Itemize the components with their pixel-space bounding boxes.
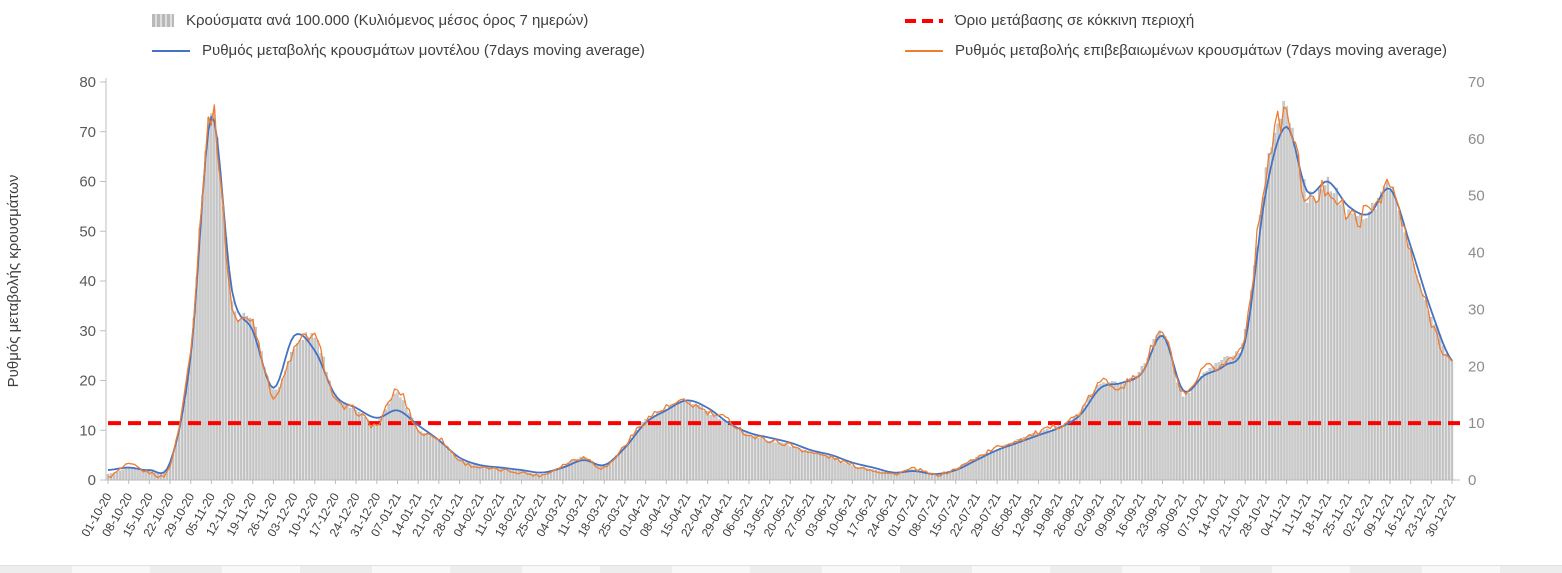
svg-text:10: 10 <box>1468 415 1485 432</box>
svg-text:60: 60 <box>1468 131 1485 148</box>
svg-text:30: 30 <box>79 323 96 340</box>
svg-text:50: 50 <box>1468 188 1485 205</box>
svg-text:Ρυθμός μεταβολής κρουσμάτων: Ρυθμός μεταβολής κρουσμάτων <box>5 175 22 388</box>
svg-text:70: 70 <box>1468 74 1485 91</box>
svg-text:0: 0 <box>1468 472 1476 489</box>
svg-text:60: 60 <box>79 174 96 191</box>
orange-line-icon <box>905 49 943 52</box>
legend-item-model-rate: Ρυθμός μεταβολής κρουσμάτων μοντέλου (7d… <box>152 42 645 59</box>
legend-item-cases-per-100k: Κρούσματα ανά 100.000 (Κυλιόμενος μέσος … <box>152 12 588 29</box>
svg-text:40: 40 <box>1468 245 1485 262</box>
legend-label-model-rate: Ρυθμός μεταβολής κρουσμάτων μοντέλου (7d… <box>202 42 645 59</box>
svg-text:0: 0 <box>88 472 96 489</box>
legend-item-red-zone-threshold: Όριο μετάβασης σε κόκκινη περιοχή <box>905 12 1194 29</box>
svg-text:30: 30 <box>1468 301 1485 318</box>
blue-line-icon <box>152 49 190 52</box>
legend-label-confirmed-rate: Ρυθμός μεταβολής επιβεβαιωμένων κρουσμάτ… <box>955 42 1447 59</box>
svg-text:20: 20 <box>1468 358 1485 375</box>
legend-label-cases-per-100k: Κρούσματα ανά 100.000 (Κυλιόμενος μέσος … <box>186 12 589 29</box>
svg-text:80: 80 <box>79 74 96 91</box>
bottom-strip <box>0 565 1562 573</box>
svg-text:40: 40 <box>79 273 96 290</box>
svg-text:50: 50 <box>79 223 96 240</box>
svg-text:70: 70 <box>79 124 96 141</box>
red-dashed-line-icon <box>905 18 943 23</box>
legend-label-red-zone-threshold: Όριο μετάβασης σε κόκκινη περιοχή <box>955 12 1195 29</box>
legend-item-confirmed-rate: Ρυθμός μεταβολής επιβεβαιωμένων κρουσμάτ… <box>905 42 1447 59</box>
svg-text:20: 20 <box>79 373 96 390</box>
svg-text:10: 10 <box>79 422 96 439</box>
bar-series-icon <box>152 14 174 27</box>
